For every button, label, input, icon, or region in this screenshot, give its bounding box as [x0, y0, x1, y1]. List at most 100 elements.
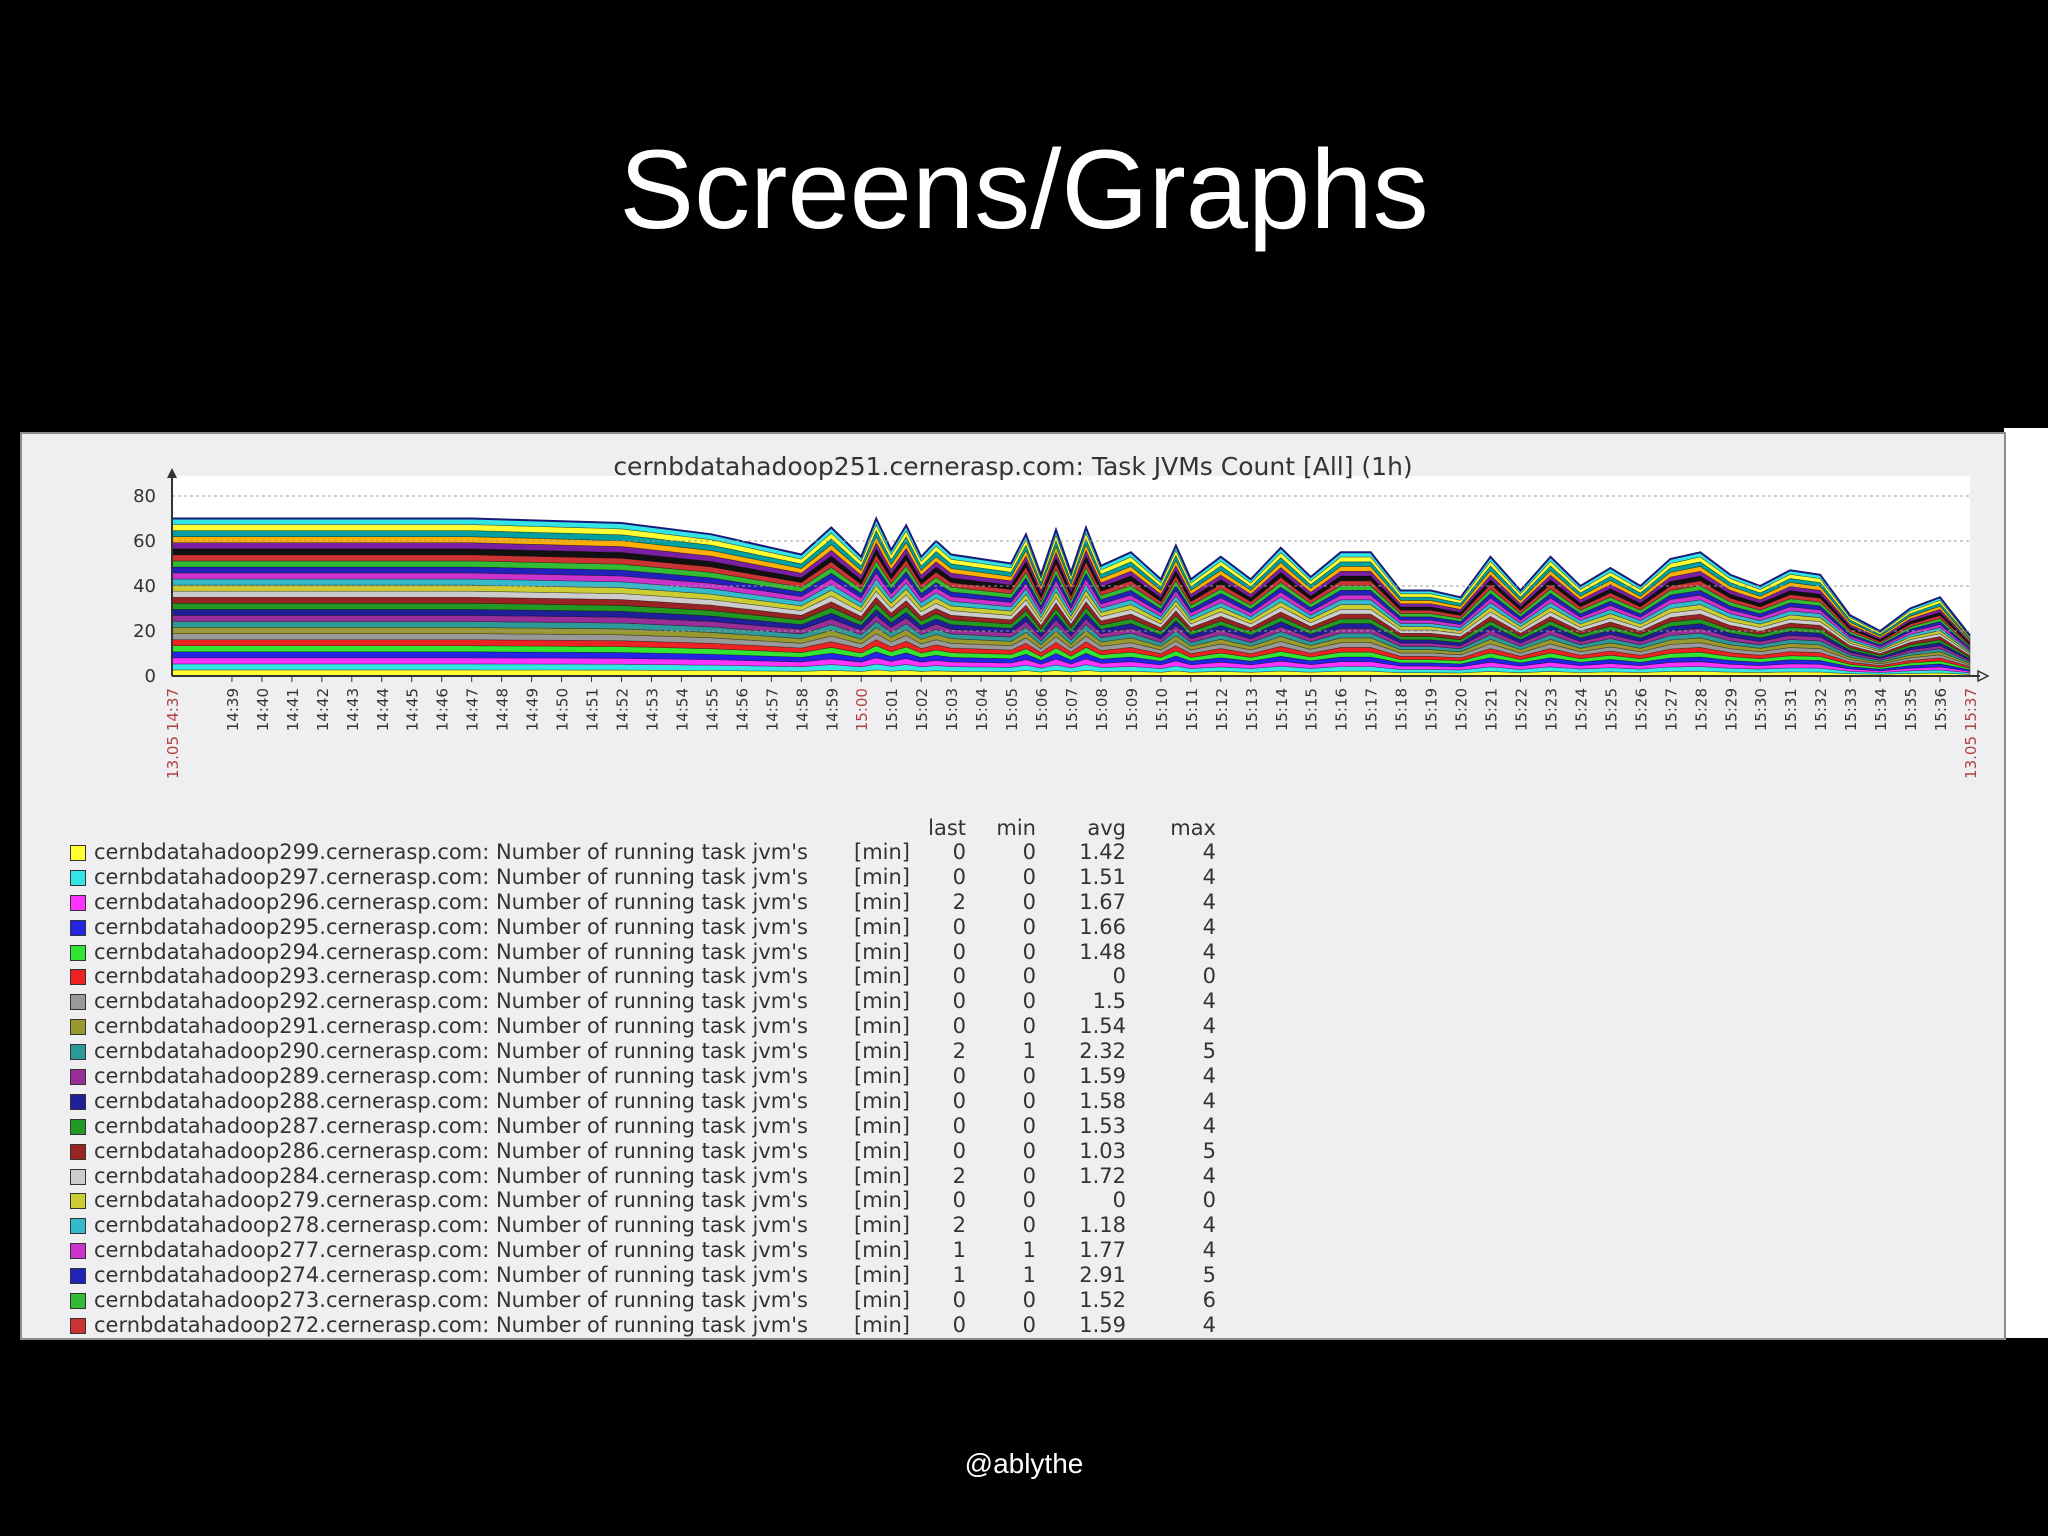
- legend-avg-value: 1.5: [1092, 989, 1126, 1014]
- x-tick-label: 15:33: [1842, 688, 1860, 731]
- x-tick-label: 14:45: [404, 688, 422, 731]
- legend-avg-value: 1.53: [1079, 1113, 1126, 1138]
- x-tick-label: 14:42: [314, 688, 332, 731]
- legend-series-func: [min]: [854, 1014, 910, 1039]
- legend-row: cernbdatahadoop292.cernerasp.com: Number…: [46, 989, 1246, 1014]
- x-tick-label: 14:58: [793, 688, 811, 731]
- legend-last-value: 0: [952, 989, 966, 1014]
- x-tick-label: 15:25: [1602, 688, 1620, 731]
- legend-min-value: 0: [1022, 1213, 1036, 1238]
- legend-last-value: 0: [952, 1113, 966, 1138]
- legend-row: cernbdatahadoop296.cernerasp.com: Number…: [46, 890, 1246, 915]
- x-tick-label: 15:06: [1033, 688, 1051, 731]
- legend-last-value: 2: [952, 1163, 966, 1188]
- legend-last-value: 0: [952, 1064, 966, 1089]
- legend-swatch: [70, 1118, 86, 1135]
- legend-last-value: 0: [952, 1138, 966, 1163]
- legend-max-value: 0: [1202, 964, 1216, 989]
- x-tick-label: 15:16: [1333, 688, 1351, 731]
- legend-series-name: cernbdatahadoop291.cernerasp.com: Number…: [94, 1014, 808, 1039]
- legend-series-name: cernbdatahadoop290.cernerasp.com: Number…: [94, 1039, 808, 1064]
- legend-last-value: 0: [952, 1312, 966, 1337]
- legend-row: cernbdatahadoop294.cernerasp.com: Number…: [46, 940, 1246, 965]
- legend-series-name: cernbdatahadoop292.cernerasp.com: Number…: [94, 989, 808, 1014]
- legend-header-max: max: [1170, 816, 1216, 840]
- legend-series-func: [min]: [854, 1213, 910, 1238]
- legend-swatch: [70, 1069, 86, 1086]
- legend-swatch: [70, 1168, 86, 1185]
- legend-series-name: cernbdatahadoop284.cernerasp.com: Number…: [94, 1163, 808, 1188]
- legend-swatch: [70, 1317, 86, 1334]
- legend-swatch: [70, 1268, 86, 1285]
- x-tick-label: 15:28: [1692, 688, 1710, 731]
- legend-series-name: cernbdatahadoop277.cernerasp.com: Number…: [94, 1238, 808, 1263]
- legend-avg-value: 1.59: [1079, 1064, 1126, 1089]
- legend-min-value: 0: [1022, 889, 1036, 914]
- legend-series-func: [min]: [854, 1238, 910, 1263]
- x-end-label: 13.05 15:37: [1962, 688, 1980, 779]
- legend-series-func: [min]: [854, 889, 910, 914]
- legend-max-value: 4: [1202, 840, 1216, 864]
- x-tick-label: 14:52: [614, 688, 632, 731]
- legend-series-func: [min]: [854, 1138, 910, 1163]
- x-tick-label: 15:31: [1782, 688, 1800, 731]
- legend-series-name: cernbdatahadoop297.cernerasp.com: Number…: [94, 864, 808, 889]
- legend-series-name: cernbdatahadoop286.cernerasp.com: Number…: [94, 1138, 808, 1163]
- legend-max-value: 4: [1202, 989, 1216, 1014]
- x-tick-label: 14:48: [494, 688, 512, 731]
- legend-series-func: [min]: [854, 939, 910, 964]
- x-tick-label: 15:03: [943, 688, 961, 731]
- x-tick-label: 15:13: [1243, 688, 1261, 731]
- legend-series-name: cernbdatahadoop287.cernerasp.com: Number…: [94, 1113, 808, 1138]
- legend-avg-value: 1.54: [1079, 1014, 1126, 1039]
- x-tick-label: 14:43: [344, 688, 362, 731]
- legend-row: cernbdatahadoop278.cernerasp.com: Number…: [46, 1213, 1246, 1238]
- legend-table: last min avg max cernbdatahadoop299.cern…: [46, 816, 1246, 1338]
- legend-row: cernbdatahadoop288.cernerasp.com: Number…: [46, 1089, 1246, 1114]
- x-tick-label: 15:09: [1123, 688, 1141, 731]
- legend-series-func: [min]: [854, 1163, 910, 1188]
- x-tick-label: 14:51: [584, 688, 602, 731]
- legend-series-name: cernbdatahadoop299.cernerasp.com: Number…: [94, 840, 808, 864]
- legend-min-value: 0: [1022, 1163, 1036, 1188]
- legend-series-name: cernbdatahadoop273.cernerasp.com: Number…: [94, 1288, 808, 1313]
- legend-last-value: 0: [952, 1288, 966, 1313]
- panel-margin: [2004, 428, 2048, 1338]
- legend-avg-value: 0: [1112, 964, 1126, 989]
- x-tick-label: 14:50: [554, 688, 572, 731]
- legend-series-func: [min]: [854, 1312, 910, 1337]
- x-tick-label: 15:32: [1812, 688, 1830, 731]
- y-axis-arrow: [167, 468, 177, 478]
- legend-row: cernbdatahadoop284.cernerasp.com: Number…: [46, 1164, 1246, 1189]
- legend-last-value: 0: [952, 964, 966, 989]
- x-tick-label: 14:39: [224, 688, 242, 731]
- legend-series-name: cernbdatahadoop296.cernerasp.com: Number…: [94, 889, 808, 914]
- x-tick-label: 15:24: [1572, 688, 1590, 731]
- legend-series-func: [min]: [854, 1263, 910, 1288]
- legend-row: cernbdatahadoop279.cernerasp.com: Number…: [46, 1188, 1246, 1213]
- legend-series-name: cernbdatahadoop289.cernerasp.com: Number…: [94, 1064, 808, 1089]
- legend-min-value: 0: [1022, 864, 1036, 889]
- legend-max-value: 4: [1202, 864, 1216, 889]
- legend-swatch: [70, 845, 86, 861]
- x-tick-label: 14:54: [673, 688, 691, 731]
- legend-row: cernbdatahadoop293.cernerasp.com: Number…: [46, 964, 1246, 989]
- legend-swatch: [70, 1093, 86, 1110]
- legend-swatch: [70, 1243, 86, 1260]
- x-tick-label: 15:30: [1752, 688, 1770, 731]
- legend-swatch: [70, 869, 86, 886]
- legend-series-name: cernbdatahadoop295.cernerasp.com: Number…: [94, 914, 808, 939]
- x-tick-label: 15:26: [1632, 688, 1650, 731]
- legend-avg-value: 1.66: [1079, 914, 1126, 939]
- legend-max-value: 4: [1202, 1088, 1216, 1113]
- x-axis-arrow: [1977, 669, 1990, 683]
- legend-max-value: 4: [1202, 1113, 1216, 1138]
- legend-last-value: 0: [952, 939, 966, 964]
- legend-series-func: [min]: [854, 864, 910, 889]
- legend-row: cernbdatahadoop286.cernerasp.com: Number…: [46, 1139, 1246, 1164]
- x-tick-label: 14:41: [284, 688, 302, 731]
- legend-header-last: last: [928, 816, 966, 840]
- legend-min-value: 0: [1022, 989, 1036, 1014]
- legend-min-value: 0: [1022, 1113, 1036, 1138]
- legend-series-name: cernbdatahadoop278.cernerasp.com: Number…: [94, 1213, 808, 1238]
